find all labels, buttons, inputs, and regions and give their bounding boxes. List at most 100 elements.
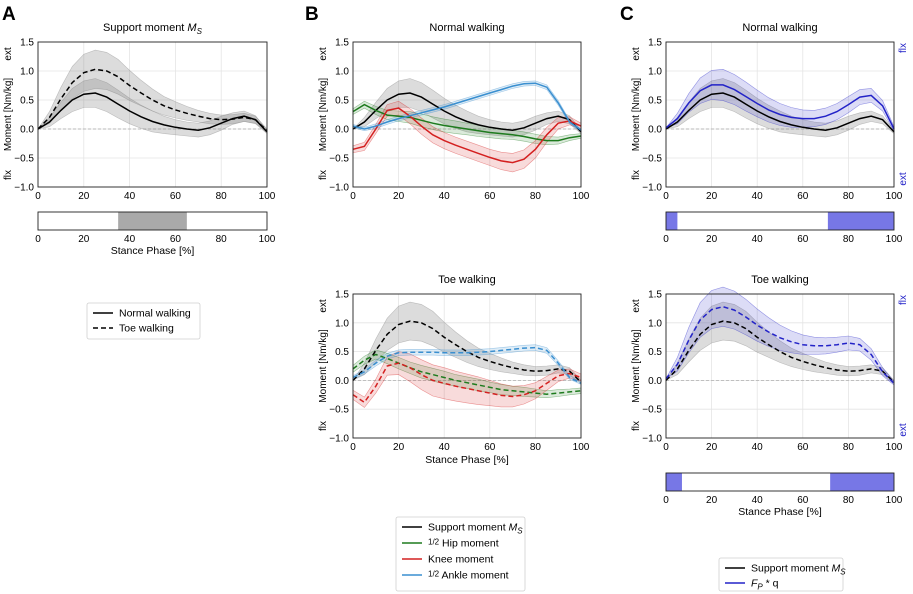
plot-frame — [665, 293, 895, 439]
plot-area — [353, 294, 581, 438]
x-tick-label: 60 — [170, 191, 182, 202]
chart-title: Toe walking — [751, 274, 808, 286]
x-axis-label: Stance Phase [%] — [738, 506, 822, 518]
legend-frame — [395, 516, 526, 592]
chart-C-normal: 0 20 40 60 80 100 −1.0 −0.5 0.0 0.5 1.0 1.5 Normal w… — [631, 22, 909, 202]
x-tick-label: 40 — [752, 442, 764, 453]
side-label-left-bottom: flx — [318, 170, 329, 180]
plot-frame — [352, 41, 582, 188]
x-tick-label: 100 — [886, 191, 903, 202]
x-tick-label: 0 — [663, 442, 669, 453]
x-tick-label: 20 — [706, 191, 718, 202]
side-label-left-bottom: flx — [3, 170, 14, 180]
y-tick-label: −0.5 — [14, 154, 34, 165]
y-tick-label: −0.5 — [329, 154, 349, 165]
phase-bar-A-phase-bar: 0 20 40 60 80 100 Stance Phase [%] — [35, 211, 276, 257]
side-label-left-top: ext — [318, 299, 329, 313]
y-tick-label: 0.5 — [648, 96, 662, 107]
phase-interval-1 — [830, 473, 894, 491]
panel-letter-b: B — [305, 4, 319, 25]
series-line-2 — [352, 107, 582, 164]
side-label-right-bottom: ext — [898, 423, 909, 437]
x-tick-label: 60 — [484, 191, 496, 202]
y-tick-label: 1.0 — [648, 67, 662, 78]
x-tick-label: 80 — [843, 442, 855, 453]
y-tick-label: 0.0 — [20, 125, 34, 136]
legend-frame — [718, 557, 844, 592]
side-label-left-top: ext — [631, 299, 642, 313]
y-tick-label: 1.0 — [335, 318, 349, 329]
x-tick-label: 80 — [843, 234, 855, 245]
side-label-left-bottom: flx — [318, 421, 329, 431]
x-tick-label: 0 — [350, 191, 356, 202]
y-axis-label: Moment [Nm/kg] — [631, 329, 642, 403]
series-line-0 — [37, 92, 268, 133]
x-tick-label: 60 — [170, 234, 182, 245]
series-line-3 — [352, 82, 582, 131]
x-tick-label: 100 — [573, 191, 590, 202]
side-label-left-top: ext — [318, 47, 329, 61]
y-tick-label: −0.5 — [642, 154, 662, 165]
series-line-3 — [352, 346, 582, 384]
x-tick-label: 80 — [530, 191, 542, 202]
plot-frame — [352, 293, 582, 439]
chart-title: Toe walking — [438, 274, 495, 286]
chart-C-toe: 0 20 40 60 80 100 −1.0 −0.5 0.0 0.5 1.0 1.5 Toe walk… — [631, 274, 909, 453]
panel-letter-c: C — [620, 4, 634, 25]
side-label-left-top: ext — [631, 47, 642, 61]
plot-layer: 0 20 40 60 80 100 −1.0 −0.5 0.0 0.5 1.0 1.5 Support … — [3, 22, 909, 592]
y-tick-label: 0.0 — [648, 125, 662, 136]
x-tick-label: 100 — [886, 442, 903, 453]
x-tick-label: 80 — [216, 191, 228, 202]
x-tick-label: 60 — [797, 234, 809, 245]
plot-area — [38, 42, 267, 187]
x-tick-label: 80 — [843, 191, 855, 202]
x-tick-label: 0 — [663, 191, 669, 202]
y-axis-label: Moment [Nm/kg] — [631, 78, 642, 152]
y-tick-label: 1.5 — [335, 38, 349, 49]
x-tick-label: 60 — [797, 442, 809, 453]
x-tick-label: 0 — [350, 442, 356, 453]
x-tick-label: 100 — [886, 495, 903, 506]
x-tick-label: 80 — [843, 495, 855, 506]
y-tick-label: −1.0 — [14, 183, 34, 194]
series-line-1 — [352, 353, 582, 395]
x-tick-label: 40 — [124, 234, 136, 245]
x-tick-label: 20 — [706, 234, 718, 245]
side-label-right-top: flx — [898, 43, 909, 53]
y-tick-label: −1.0 — [642, 183, 662, 194]
x-tick-label: 60 — [484, 442, 496, 453]
series-line-1 — [665, 305, 895, 384]
y-tick-label: −1.0 — [642, 434, 662, 445]
plot-area — [666, 294, 894, 438]
x-axis-label: Stance Phase [%] — [111, 245, 195, 257]
x-tick-label: 40 — [439, 442, 451, 453]
plot-frame — [665, 41, 895, 188]
phase-bar-C-normal-phase-bar: 0 20 40 60 80 100 — [663, 211, 903, 245]
x-tick-label: 100 — [259, 191, 276, 202]
legend-A: Normal walking Toe walking — [86, 302, 201, 340]
x-tick-label: 40 — [124, 191, 136, 202]
x-tick-label: 20 — [706, 442, 718, 453]
plot-frame — [37, 41, 268, 188]
x-tick-label: 20 — [78, 191, 90, 202]
x-tick-label: 40 — [439, 191, 451, 202]
x-tick-label: 40 — [752, 191, 764, 202]
side-label-left-bottom: flx — [631, 421, 642, 431]
y-tick-label: −0.5 — [329, 405, 349, 416]
legend-B: Support moment MS 1/2 Hip moment Knee mome… — [395, 516, 526, 592]
y-tick-label: 1.5 — [20, 38, 34, 49]
y-tick-label: 1.5 — [335, 290, 349, 301]
x-tick-label: 0 — [663, 495, 669, 506]
y-tick-label: 0.5 — [335, 347, 349, 358]
y-tick-label: −1.0 — [329, 434, 349, 445]
y-tick-label: 0.0 — [648, 376, 662, 387]
panel-letter-a: A — [2, 4, 16, 25]
y-tick-label: 0.5 — [335, 96, 349, 107]
series-line-0 — [665, 92, 895, 133]
x-tick-label: 20 — [78, 234, 90, 245]
y-tick-label: 0.0 — [335, 376, 349, 387]
x-tick-label: 100 — [259, 234, 276, 245]
